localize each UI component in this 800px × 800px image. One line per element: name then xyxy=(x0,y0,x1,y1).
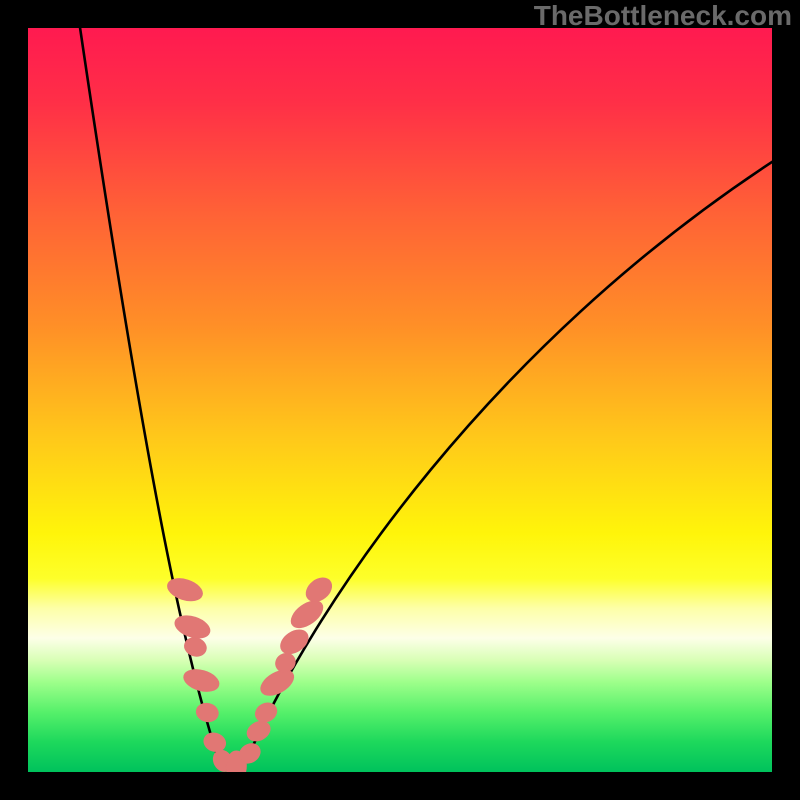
plot-area xyxy=(28,28,772,772)
watermark-text: TheBottleneck.com xyxy=(534,0,792,32)
chart-frame: TheBottleneck.com xyxy=(0,0,800,800)
